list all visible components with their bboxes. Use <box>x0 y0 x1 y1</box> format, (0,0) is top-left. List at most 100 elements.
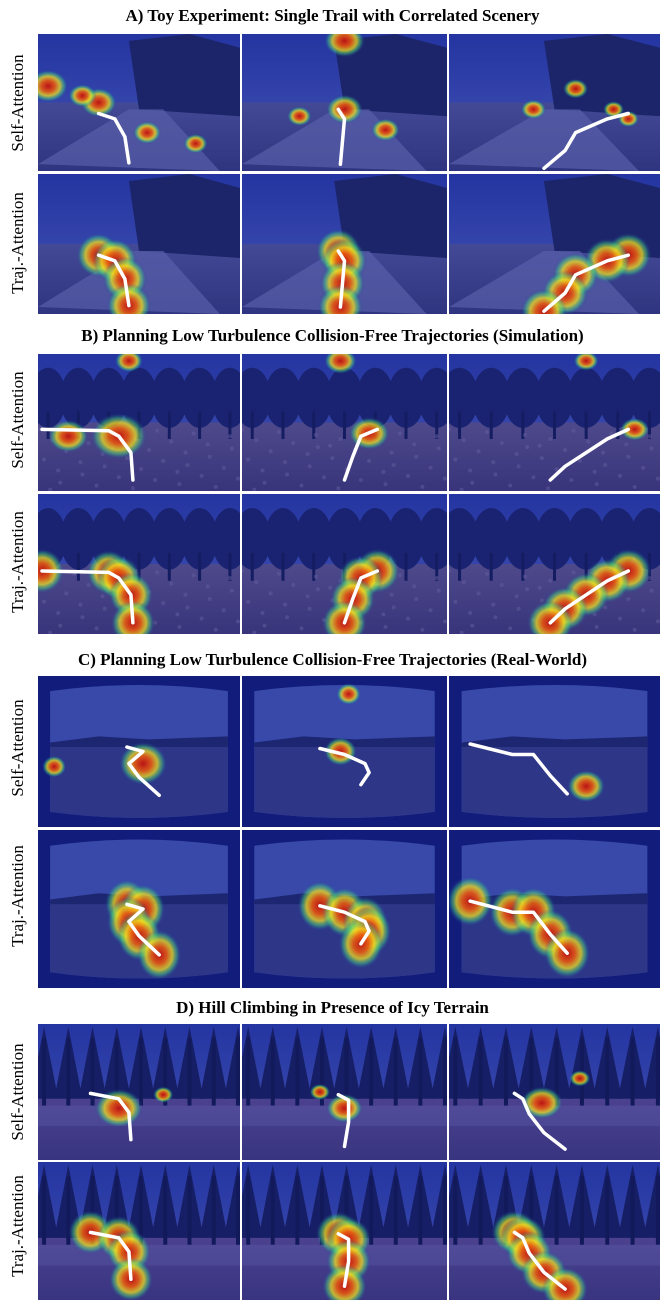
tree <box>181 367 218 428</box>
row-label-b-self: Self-Attention <box>8 371 27 469</box>
panel-d-self-3 <box>449 1024 660 1160</box>
tree <box>598 367 637 428</box>
tree <box>387 508 425 570</box>
attention-blob <box>324 737 357 766</box>
tree <box>356 367 394 428</box>
trail <box>38 109 220 171</box>
tree <box>120 367 158 428</box>
trajectory-line <box>548 569 631 625</box>
attention-blob <box>520 1086 563 1120</box>
attention-blob <box>324 34 365 58</box>
attention-blob <box>324 354 357 374</box>
tree <box>60 367 97 428</box>
trajectory-line <box>468 742 569 796</box>
trajectory-line <box>542 253 631 313</box>
attention-blob <box>573 354 599 371</box>
attention-blob <box>132 121 162 145</box>
rock-cliff <box>334 34 447 117</box>
trajectory-line <box>125 745 161 798</box>
attention-blob <box>48 419 89 453</box>
trajectory-line <box>40 427 135 482</box>
panel-b-self-3 <box>449 354 660 491</box>
tree <box>38 367 67 428</box>
tree <box>472 508 511 570</box>
panel-d-self-1 <box>38 1024 240 1160</box>
rock-cliff <box>128 174 240 258</box>
panel-b-self-1 <box>38 354 240 491</box>
trajectory-line <box>342 569 380 625</box>
rock-cliff <box>334 174 447 258</box>
tree <box>90 367 127 428</box>
tree <box>630 367 660 428</box>
tree <box>503 367 542 428</box>
trajectory-line <box>318 746 371 787</box>
tree <box>211 367 240 428</box>
trajectory-line <box>125 902 161 957</box>
panel-d-traj-3 <box>449 1162 660 1300</box>
tree <box>151 367 188 428</box>
attention-blob <box>527 600 574 634</box>
attention-blob <box>118 741 168 786</box>
tree <box>295 367 333 428</box>
tree <box>567 367 606 428</box>
panel-c-traj-2 <box>242 830 447 988</box>
trajectory-line <box>96 111 131 165</box>
trajectory-line <box>88 1091 133 1142</box>
attention-blob <box>114 354 144 373</box>
trajectory-line <box>336 1232 351 1288</box>
trajectory-line <box>512 1230 567 1291</box>
tree <box>181 508 218 570</box>
trajectory-line <box>336 249 347 309</box>
trajectory-line <box>548 427 631 482</box>
tree <box>418 508 447 570</box>
panel-d-traj-2 <box>242 1162 447 1300</box>
attention-blob <box>567 769 606 803</box>
row-label-a-traj: Traj.-Attention <box>8 192 27 294</box>
tree <box>535 367 574 428</box>
attention-blob <box>371 118 400 142</box>
attention-blob <box>562 78 589 99</box>
attention-blob <box>153 1086 174 1103</box>
panel-a-self-2 <box>242 34 447 171</box>
panel-c-self-1 <box>38 676 240 827</box>
panel-a-traj-3 <box>449 174 660 314</box>
pine-tree <box>223 1026 240 1099</box>
tree <box>387 367 425 428</box>
tree <box>535 508 574 570</box>
panel-b-traj-3 <box>449 494 660 634</box>
attention-blob <box>287 106 312 127</box>
tree <box>449 367 479 428</box>
trajectory-line <box>342 427 380 482</box>
attention-blob <box>183 133 208 154</box>
tree <box>264 367 302 428</box>
row-label-c-traj: Traj.-Attention <box>8 845 27 947</box>
tree <box>449 508 479 570</box>
panel-a-self-3 <box>449 34 660 171</box>
rock-cliff <box>128 34 240 117</box>
row-label-c-self: Self-Attention <box>8 699 27 797</box>
tree <box>567 508 606 570</box>
attention-blob <box>309 1083 331 1101</box>
attention-blob <box>569 1070 591 1087</box>
tree <box>211 508 240 570</box>
panel-b-self-2 <box>242 354 447 491</box>
tree <box>242 367 271 428</box>
panel-a-traj-1 <box>38 174 240 314</box>
row-label-a-self: Self-Attention <box>8 54 27 152</box>
attention-blob <box>321 600 368 634</box>
tree <box>503 508 542 570</box>
trajectory-line <box>318 904 371 946</box>
pine-tree <box>430 1026 447 1099</box>
tree <box>472 367 511 428</box>
attention-blob <box>42 755 67 778</box>
panel-b-traj-2 <box>242 494 447 634</box>
panel-c-traj-1 <box>38 830 240 988</box>
trajectory-line <box>336 1092 351 1149</box>
trajectory-line <box>96 253 131 308</box>
trajectory-line <box>40 569 135 625</box>
trajectory-line <box>336 107 347 166</box>
panel-d-self-2 <box>242 1024 447 1160</box>
tree <box>242 508 271 570</box>
panel-c-traj-3 <box>449 830 660 988</box>
attention-blob <box>336 683 361 705</box>
